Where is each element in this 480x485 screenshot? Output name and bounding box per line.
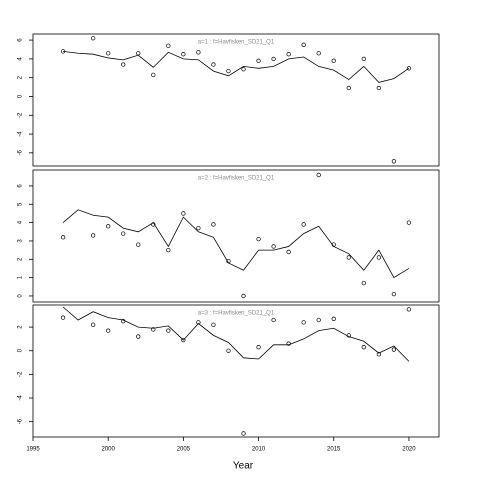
data-point <box>331 316 336 321</box>
x-tick-label: 1995 <box>26 447 40 453</box>
y-tick-label: 4 <box>18 220 24 224</box>
data-point <box>301 222 306 227</box>
y-tick-label: -4 <box>18 131 24 137</box>
y-tick-label: -2 <box>18 112 24 118</box>
x-tick-label: 2000 <box>102 447 116 453</box>
y-tick-label: 6 <box>18 38 24 42</box>
data-point <box>256 236 261 242</box>
y-tick-label: 3 <box>18 239 24 243</box>
data-point <box>196 50 201 55</box>
data-point <box>121 62 126 67</box>
strip-label: a=3 : f=Havfisken_SD21_Q1 <box>198 311 275 317</box>
y-tick-label: -6 <box>18 150 24 156</box>
y-tick-label: -4 <box>18 395 24 401</box>
data-point <box>196 225 201 231</box>
data-point <box>181 52 186 57</box>
data-point <box>376 255 382 260</box>
data-point <box>241 67 246 72</box>
data-point <box>331 58 336 63</box>
data-point <box>376 352 382 357</box>
strip-label: a=2 : f=Havfisken_SD21_Q1 <box>198 176 275 182</box>
data-point <box>301 42 306 47</box>
data-point <box>211 62 216 67</box>
data-point <box>406 220 412 225</box>
y-tick-label: 0 <box>18 294 24 298</box>
data-point <box>90 233 96 238</box>
y-tick-label: 5 <box>18 202 24 206</box>
x-axis-label: Year <box>233 461 254 472</box>
data-point <box>136 51 141 56</box>
x-tick-label: 2010 <box>252 447 266 453</box>
data-point <box>196 320 201 325</box>
y-tick-label: 2 <box>18 325 24 329</box>
trend-line <box>62 209 410 279</box>
data-point <box>406 307 412 312</box>
data-point <box>151 72 156 78</box>
data-point <box>90 322 96 327</box>
data-point <box>90 36 96 41</box>
trend-line <box>62 306 410 362</box>
data-point <box>391 291 397 297</box>
data-point <box>181 337 186 343</box>
data-point <box>136 242 141 247</box>
data-point <box>211 222 216 227</box>
data-point <box>346 255 351 260</box>
x-tick-label: 2020 <box>402 447 416 453</box>
data-point <box>316 51 321 56</box>
data-point <box>301 320 306 325</box>
y-tick-label: -2 <box>18 371 24 377</box>
data-point <box>271 56 276 62</box>
data-point <box>346 85 351 91</box>
data-point <box>121 231 126 236</box>
data-point <box>271 244 276 249</box>
y-tick-label: 4 <box>18 57 24 61</box>
data-point <box>241 293 246 299</box>
strip-label: a=1 : f=Havfisken_SD21_Q1 <box>198 40 275 46</box>
trend-line <box>63 50 410 83</box>
data-point <box>361 280 366 286</box>
y-tick-label: 1 <box>18 275 24 279</box>
data-point <box>391 347 397 352</box>
data-point <box>106 328 111 333</box>
data-point <box>316 172 321 178</box>
y-tick-label: 2 <box>18 75 24 79</box>
panel-frame <box>32 169 440 303</box>
panel-frame <box>32 33 440 167</box>
y-tick-label: -6 <box>18 418 24 424</box>
data-point <box>226 68 231 74</box>
data-point <box>391 159 397 164</box>
data-point <box>136 334 141 339</box>
data-point <box>271 317 276 323</box>
data-point <box>166 247 171 253</box>
data-point <box>106 224 111 229</box>
x-tick-label: 2005 <box>177 447 191 453</box>
data-point <box>181 211 186 216</box>
data-point <box>60 235 66 240</box>
data-point <box>376 85 382 91</box>
data-point <box>361 56 366 62</box>
data-point <box>406 66 412 71</box>
data-point <box>166 43 171 48</box>
data-point <box>361 345 366 350</box>
data-point <box>286 341 291 346</box>
data-point <box>151 327 156 332</box>
data-point <box>256 58 261 63</box>
y-tick-label: 0 <box>18 94 24 98</box>
y-tick-label: 2 <box>18 257 24 261</box>
x-tick-label: 2015 <box>327 447 341 453</box>
data-point <box>211 322 216 327</box>
data-point <box>256 345 261 350</box>
y-tick-label: 0 <box>18 348 24 352</box>
data-point <box>106 51 111 56</box>
panel-frame <box>32 304 440 438</box>
data-point <box>286 249 291 255</box>
data-point <box>60 315 66 320</box>
data-point <box>226 348 231 353</box>
y-tick-label: 6 <box>18 184 24 188</box>
data-point <box>316 317 321 323</box>
data-point <box>286 52 291 57</box>
data-point <box>166 328 171 333</box>
data-point <box>241 431 246 436</box>
